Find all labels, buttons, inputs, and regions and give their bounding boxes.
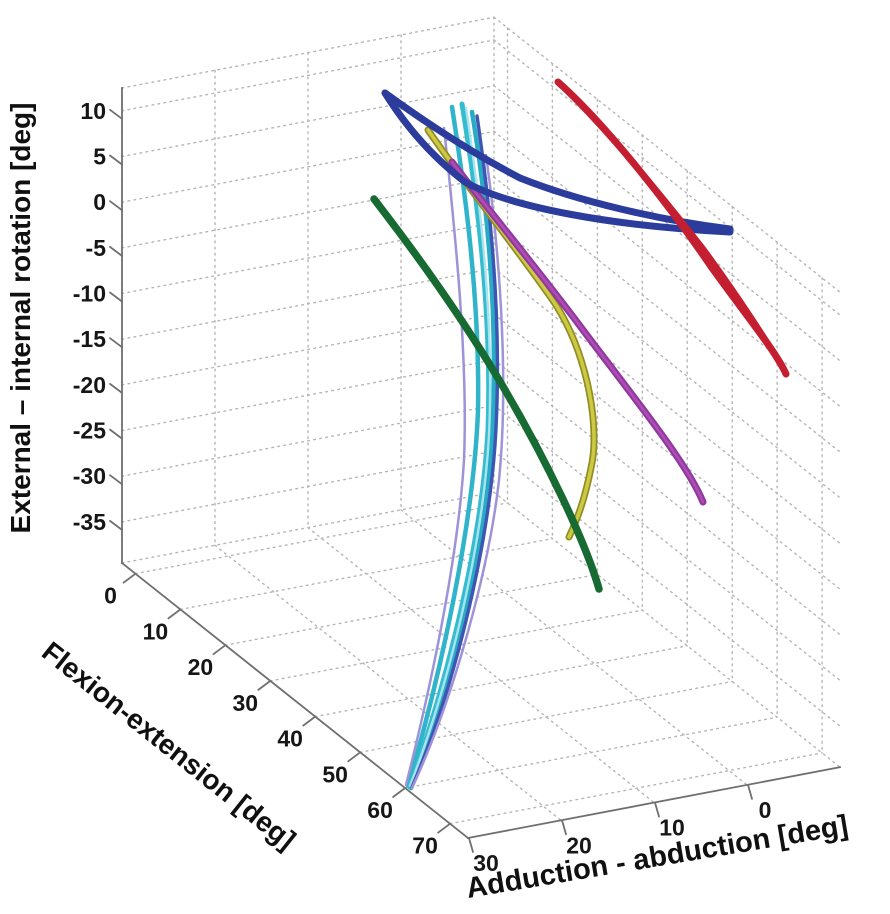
grid-line (121, 130, 495, 203)
tick-label: -30 (73, 463, 106, 489)
grid-line (400, 509, 748, 786)
curve-bundle-blue (410, 114, 500, 789)
tick-label: 10 (80, 98, 106, 124)
rotation-tick (109, 245, 123, 257)
grid-line (493, 450, 841, 727)
flexion-tick (212, 644, 227, 656)
grid-line (493, 39, 841, 316)
tick-labels: 1050-5-10-15-20-25-30-350102030405060703… (73, 98, 772, 876)
box-edge (493, 491, 841, 768)
curve-cyan-highlight (408, 106, 492, 788)
grid-line (121, 313, 495, 386)
curve-yellow-core (426, 128, 596, 539)
flexion-tick (347, 751, 362, 763)
grid-line (179, 537, 554, 611)
tick-label: -25 (73, 418, 106, 444)
rotation-tick (109, 428, 123, 440)
grid-line (493, 176, 841, 453)
rotation-tick (109, 200, 123, 212)
box-edge (121, 491, 495, 564)
flexion-axis (120, 561, 470, 840)
rotation-tick (109, 520, 123, 531)
curve-lavender-right (410, 153, 505, 790)
flexion-tick (167, 608, 182, 620)
grid-line (307, 526, 655, 804)
x-axis-title: Flexion-extension [deg] (36, 636, 301, 856)
adduction-axis (466, 766, 842, 840)
flexion-tick (392, 787, 407, 798)
axes (109, 87, 842, 853)
tick-label: -15 (73, 326, 106, 352)
grid-line (493, 313, 841, 590)
curve-magenta-core (450, 160, 705, 504)
tick-label: 20 (188, 654, 214, 680)
tick-label: 10 (659, 815, 685, 841)
box-edge (493, 16, 841, 293)
tick-label: -35 (73, 509, 106, 535)
grid-line (121, 39, 495, 112)
adduction-tick (468, 837, 474, 853)
tick-label: 20 (566, 832, 592, 858)
flexion-tick (257, 680, 272, 691)
grid-line (314, 645, 688, 718)
grid-line (493, 221, 841, 499)
grid-line (493, 359, 841, 636)
tick-label: 40 (277, 726, 303, 752)
grid-line (134, 502, 509, 575)
curve-blue-upper (381, 89, 734, 233)
tick-label: 0 (759, 797, 772, 823)
adduction-tick (561, 819, 567, 836)
curve-cyan-strand-2 (407, 101, 492, 790)
grid-line (121, 404, 495, 477)
y-axis-title: Adduction - abduction [deg] (464, 810, 851, 905)
adduction-tick (654, 801, 660, 818)
grid-line (493, 130, 841, 408)
tick-label: -10 (73, 281, 106, 307)
rotation-tick (109, 382, 123, 394)
curve-green (370, 195, 603, 593)
flexion-tick (122, 572, 137, 584)
tick-label: 0 (93, 189, 106, 215)
flexion-tick (302, 715, 317, 727)
tick-label: 60 (367, 797, 393, 823)
curve-cyan-strand-1 (405, 104, 481, 789)
grid-line (121, 221, 495, 295)
grid-line (214, 544, 562, 821)
curve-red-strand-2 (555, 79, 789, 377)
tick-label: 30 (473, 850, 499, 876)
box-edge (121, 16, 495, 89)
trajectory-curves (370, 78, 790, 791)
rotation-tick (109, 154, 123, 166)
curve-blue-lower (381, 89, 734, 236)
tick-label: 70 (412, 833, 438, 859)
grid-line (493, 84, 841, 362)
grid-line (449, 752, 823, 825)
tick-label: 10 (143, 618, 169, 644)
adduction-tick (747, 784, 753, 800)
rotation-tick (109, 291, 123, 303)
tick-label: 50 (322, 761, 348, 787)
tick-label: 0 (104, 583, 117, 609)
rotation-tick (109, 108, 123, 120)
grid-line (224, 573, 599, 646)
z-axis-title: External – internal rotation [deg] (5, 103, 36, 534)
tick-label: -5 (86, 235, 107, 261)
tick-label: 5 (93, 144, 106, 170)
flexion-tick (437, 822, 452, 834)
tick-label: -20 (73, 372, 106, 398)
tick-label: 30 (233, 690, 259, 716)
rotation-tick (109, 337, 123, 349)
rotation-tick (109, 474, 123, 486)
curve-lavender-left (404, 126, 467, 787)
grid-line (404, 716, 778, 789)
grid-line (493, 267, 841, 545)
grid-line (493, 404, 841, 682)
